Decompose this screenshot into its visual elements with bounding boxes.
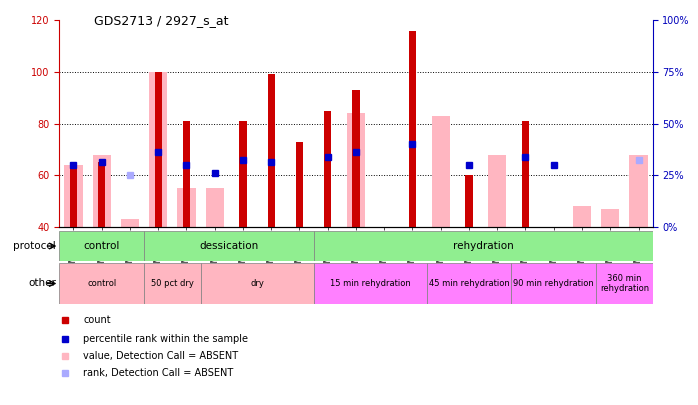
Text: GDS2713 / 2927_s_at: GDS2713 / 2927_s_at — [94, 14, 229, 27]
Bar — [630, 154, 648, 227]
Text: control: control — [87, 279, 117, 288]
Text: other: other — [28, 279, 56, 288]
Text: 360 min
rehydration: 360 min rehydration — [600, 274, 649, 293]
Bar — [64, 165, 82, 227]
Bar — [155, 72, 162, 227]
Bar — [239, 121, 246, 227]
Bar — [93, 154, 111, 227]
Bar — [59, 231, 144, 261]
Bar — [183, 121, 190, 227]
Bar — [409, 31, 416, 227]
Bar — [426, 263, 512, 304]
Text: rehydration: rehydration — [453, 241, 514, 251]
Bar — [466, 175, 473, 227]
Bar — [121, 219, 139, 227]
Bar — [313, 231, 653, 261]
Bar — [347, 113, 365, 227]
Bar — [177, 188, 195, 227]
Bar — [205, 188, 224, 227]
Text: percentile rank within the sample: percentile rank within the sample — [83, 334, 248, 344]
Bar — [601, 209, 619, 227]
Text: 45 min rehydration: 45 min rehydration — [429, 279, 510, 288]
Bar — [149, 72, 168, 227]
Bar — [488, 154, 507, 227]
Text: value, Detection Call = ABSENT: value, Detection Call = ABSENT — [83, 351, 238, 361]
Text: 90 min rehydration: 90 min rehydration — [513, 279, 594, 288]
Bar — [296, 142, 303, 227]
Bar — [431, 116, 450, 227]
Text: rank, Detection Call = ABSENT: rank, Detection Call = ABSENT — [83, 368, 233, 378]
Bar — [352, 90, 359, 227]
Bar — [573, 206, 591, 227]
Bar — [200, 263, 313, 304]
Bar — [313, 263, 426, 304]
Bar — [98, 162, 105, 227]
Bar — [324, 111, 332, 227]
Bar — [268, 75, 275, 227]
Bar — [144, 263, 200, 304]
Bar — [596, 263, 653, 304]
Bar — [512, 263, 596, 304]
Text: count: count — [83, 315, 111, 325]
Text: 50 pct dry: 50 pct dry — [151, 279, 194, 288]
Text: control: control — [84, 241, 120, 251]
Bar — [522, 121, 529, 227]
Bar — [70, 165, 77, 227]
Text: protocol: protocol — [13, 241, 56, 251]
Text: dessication: dessication — [199, 241, 258, 251]
Text: 15 min rehydration: 15 min rehydration — [329, 279, 410, 288]
Bar — [59, 263, 144, 304]
Text: dry: dry — [250, 279, 264, 288]
Bar — [144, 231, 313, 261]
